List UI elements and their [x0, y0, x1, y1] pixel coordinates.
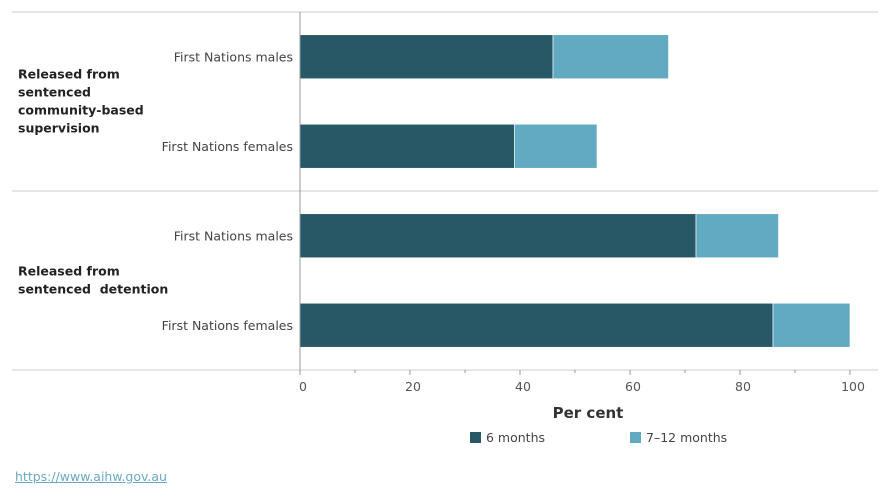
- label-layer: Released from sentenced community-based sup…: [18, 49, 293, 333]
- legend-swatch-0: [470, 432, 481, 443]
- bar-segment-seven-to-twelve-months: [772, 302, 851, 348]
- group-label-0: Released from sentenced community-based sup…: [18, 67, 144, 136]
- bar-segment-six-months: [299, 123, 515, 169]
- group-label-line: Released from: [18, 67, 120, 82]
- legend-swatch-1: [630, 432, 641, 443]
- group-label-line: community-based: [18, 103, 144, 118]
- x-tick-label: 0: [299, 379, 307, 394]
- axis-layer: 0 20 40 60 80 100 Per cent: [299, 12, 865, 422]
- bar-segment-seven-to-twelve-months: [552, 34, 669, 80]
- x-tick-label: 20: [405, 379, 421, 394]
- legend-layer: 6 months 7–12 months: [470, 430, 727, 445]
- bar-segment-seven-to-twelve-months: [695, 213, 779, 259]
- row-label: First Nations females: [162, 318, 293, 333]
- row-label: First Nations males: [174, 49, 293, 64]
- legend-label-1: 7–12 months: [646, 430, 727, 445]
- x-axis-title: Per cent: [553, 404, 624, 422]
- source-link[interactable]: https://www.aihw.gov.au: [15, 469, 167, 484]
- x-tick-label: 100: [841, 379, 865, 394]
- group-label-line: Released from: [18, 264, 120, 279]
- bar-segment-seven-to-twelve-months: [514, 123, 598, 169]
- bar-segment-six-months: [299, 302, 774, 348]
- group-label-line: supervision: [18, 121, 100, 136]
- group-label-1: Released from sentenced detention: [18, 264, 168, 297]
- bar-segment-six-months: [299, 213, 697, 259]
- group-label-line: sentenced detention: [18, 282, 168, 297]
- x-tick-label: 60: [625, 379, 641, 394]
- x-tick-label: 40: [515, 379, 531, 394]
- bar-segment-six-months: [299, 34, 554, 80]
- row-label: First Nations males: [174, 228, 293, 243]
- legend-label-0: 6 months: [486, 430, 545, 445]
- row-label: First Nations females: [162, 139, 293, 154]
- group-label-line: sentenced: [18, 85, 91, 100]
- grid-layer: [12, 11, 878, 371]
- x-tick-label: 80: [735, 379, 751, 394]
